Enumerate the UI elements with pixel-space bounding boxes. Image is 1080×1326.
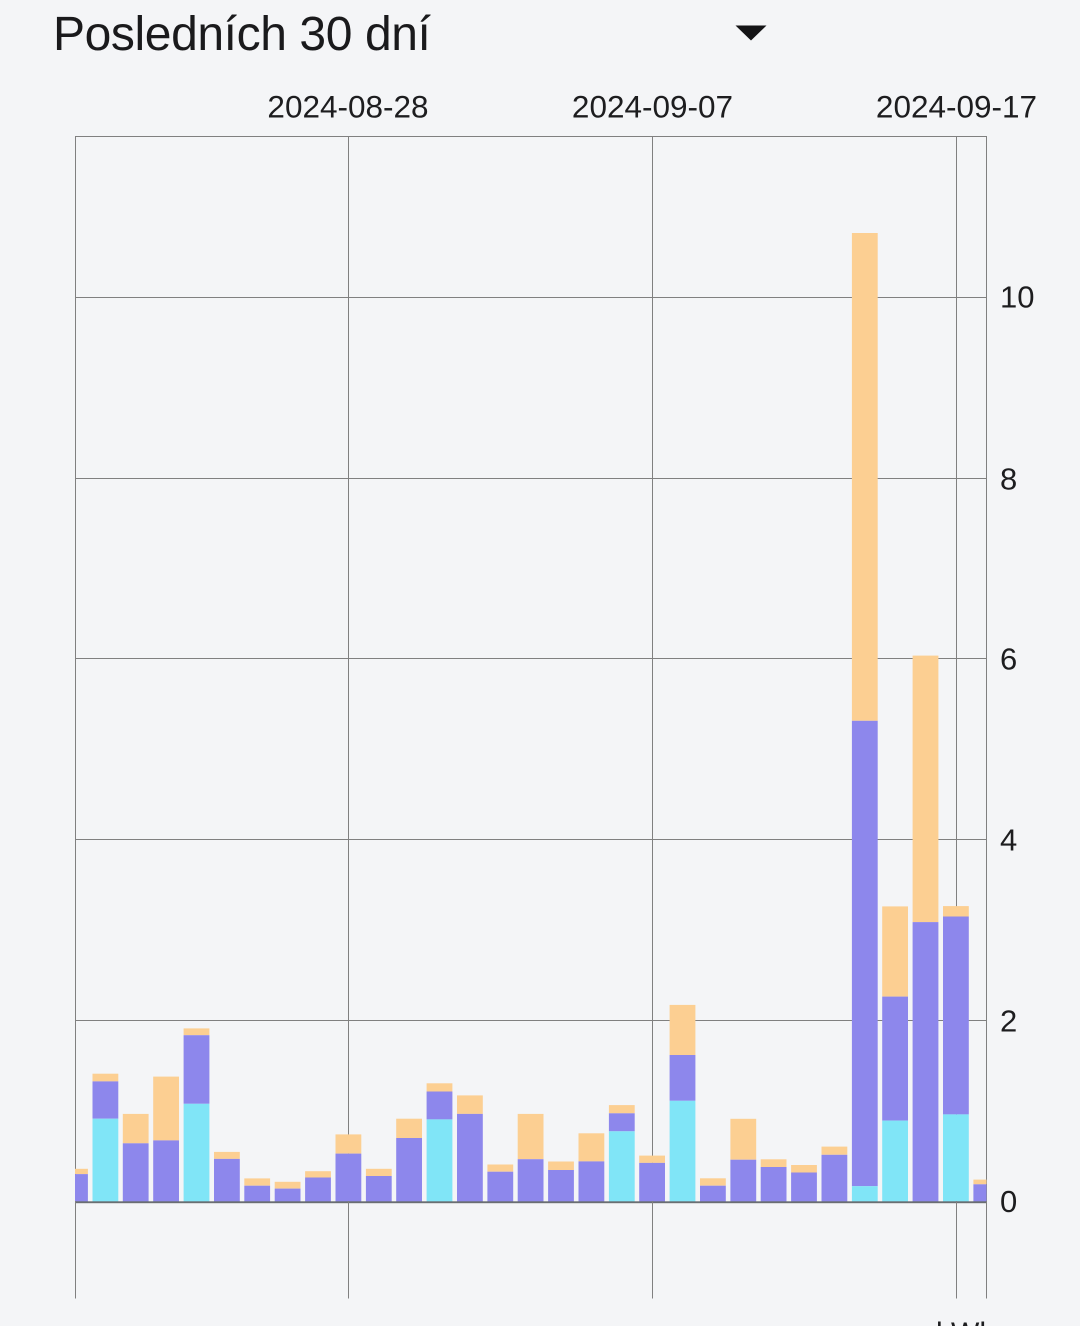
svg-text:2024-09-07: 2024-09-07 — [572, 89, 733, 125]
svg-text:2024-09-17: 2024-09-17 — [876, 89, 1037, 125]
svg-text:10: 10 — [1000, 280, 1034, 315]
svg-text:2: 2 — [1000, 1004, 1017, 1039]
svg-text:kWh: kWh — [936, 1317, 996, 1326]
svg-text:4: 4 — [1000, 823, 1017, 858]
svg-text:8: 8 — [1000, 462, 1017, 497]
svg-text:6: 6 — [1000, 642, 1017, 677]
svg-text:0: 0 — [1000, 1184, 1017, 1219]
svg-text:2024-08-28: 2024-08-28 — [267, 89, 428, 125]
